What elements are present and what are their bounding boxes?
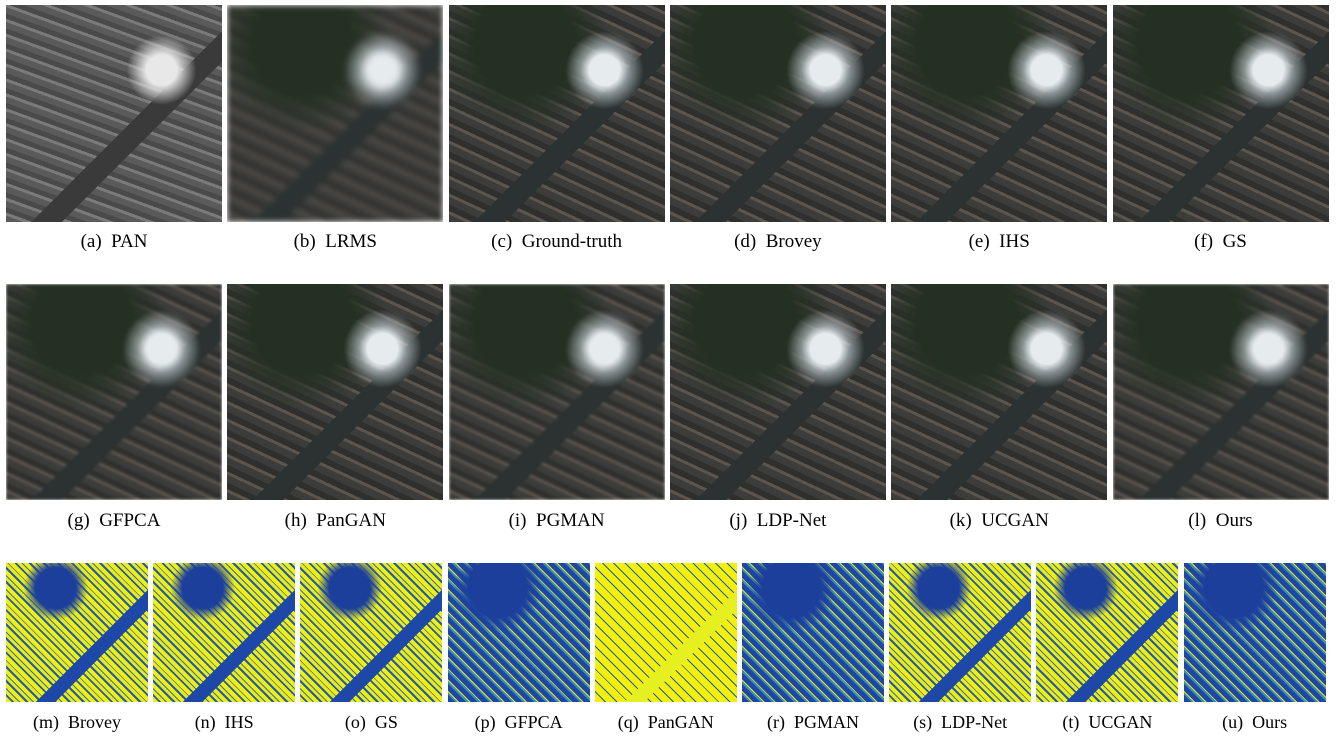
image (153, 563, 295, 702)
image (6, 563, 148, 702)
image (1113, 284, 1329, 500)
caption: (i) PGMAN (439, 509, 675, 533)
caption: (b) LRMS (217, 230, 453, 254)
figure: (a) PAN(b) LRMS(c) Ground-truth(d) Brove… (0, 0, 1338, 743)
image (6, 284, 222, 500)
caption: (q) PanGAN (585, 710, 747, 734)
image (595, 563, 737, 702)
image-panel (6, 284, 222, 500)
image-panel (227, 284, 443, 500)
image (891, 5, 1107, 222)
caption: (j) LDP-Net (660, 509, 896, 533)
image-panel (1113, 284, 1329, 500)
image (742, 563, 884, 702)
caption: (f) GS (1103, 230, 1338, 254)
image-panel (1036, 563, 1178, 702)
caption: (l) Ours (1103, 509, 1338, 533)
image-panel (1184, 563, 1326, 702)
caption: (u) Ours (1174, 710, 1336, 734)
image-panel (1113, 5, 1329, 222)
caption: (r) PGMAN (732, 710, 894, 734)
caption: (o) GS (290, 710, 452, 734)
caption: (p) GFPCA (438, 710, 600, 734)
image-panel (449, 5, 665, 222)
image-panel (448, 563, 590, 702)
image-panel (889, 563, 1031, 702)
image (1036, 563, 1178, 702)
caption: (m) Brovey (0, 710, 158, 734)
caption: (c) Ground-truth (439, 230, 675, 254)
image-panel (742, 563, 884, 702)
image (891, 284, 1107, 500)
caption: (k) UCGAN (881, 509, 1117, 533)
caption: (d) Brovey (660, 230, 896, 254)
image (227, 284, 443, 500)
image (1184, 563, 1326, 702)
image (300, 563, 442, 702)
image (448, 563, 590, 702)
image-panel (300, 563, 442, 702)
caption: (h) PanGAN (217, 509, 453, 533)
image-panel (6, 563, 148, 702)
image (670, 5, 886, 222)
image-panel (595, 563, 737, 702)
image (449, 284, 665, 500)
image (6, 5, 222, 222)
caption: (s) LDP-Net (879, 710, 1041, 734)
image-panel (670, 5, 886, 222)
image-panel (227, 5, 443, 222)
image-panel (670, 284, 886, 500)
image-panel (153, 563, 295, 702)
image-panel (891, 5, 1107, 222)
caption: (g) GFPCA (0, 509, 232, 533)
image (670, 284, 886, 500)
image (889, 563, 1031, 702)
caption: (a) PAN (0, 230, 232, 254)
image-panel (6, 5, 222, 222)
image-panel (891, 284, 1107, 500)
image (1113, 5, 1329, 222)
caption: (n) IHS (143, 710, 305, 734)
caption: (t) UCGAN (1026, 710, 1188, 734)
caption: (e) IHS (881, 230, 1117, 254)
image-panel (449, 284, 665, 500)
image (227, 5, 443, 222)
image (449, 5, 665, 222)
